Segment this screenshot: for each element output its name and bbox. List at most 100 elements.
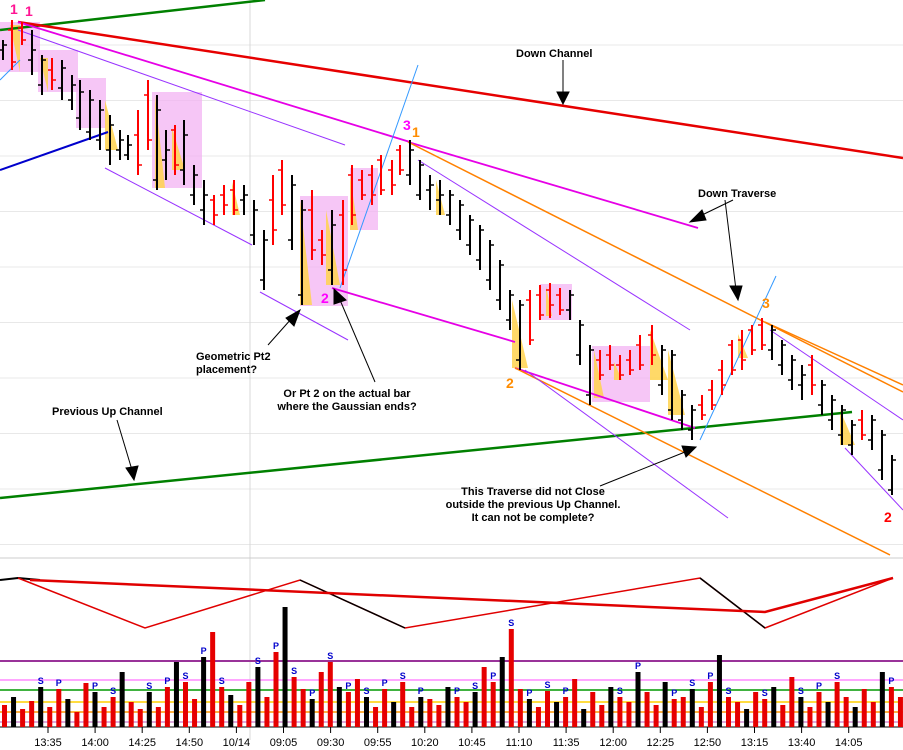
volume-bar: [327, 662, 333, 727]
ohlc-bar: [718, 360, 726, 395]
ohlc-bar: [348, 165, 356, 225]
blue-channel-line: [0, 131, 109, 171]
volume-bar: [726, 697, 731, 727]
volume-marker: P: [164, 676, 170, 686]
volume-marker: S: [725, 686, 731, 696]
volume-bar: [210, 632, 216, 727]
x-tick-label: 10:45: [458, 737, 486, 749]
point-label-orange-3: 3: [762, 295, 770, 311]
ohlc-bar: [368, 165, 376, 205]
blue-thin-line: [339, 64, 419, 289]
down-channel-line: [17, 20, 903, 160]
volume-bar: [427, 699, 433, 727]
volume-bar: [545, 691, 550, 727]
ohlc-bar: [878, 430, 886, 480]
volume-bar: [436, 705, 442, 727]
volume-bar: [508, 629, 514, 727]
thin-channel-line: [259, 291, 349, 341]
volume-marker: P: [382, 678, 388, 688]
volume-bar: [219, 687, 225, 727]
x-tick-label: 09:30: [317, 737, 345, 749]
ohlc-bar: [838, 405, 846, 445]
previous-up-channel-line: [0, 410, 853, 500]
gaussian-fills: [10, 25, 855, 445]
volume-bar: [173, 662, 179, 727]
ohlc-bar: [486, 240, 494, 290]
volume-bar: [599, 705, 605, 727]
volume-bar: [155, 707, 161, 727]
ohlc-bar: [616, 355, 624, 380]
ohlc-bar: [116, 130, 124, 160]
volume-bar: [608, 687, 614, 727]
x-tick-label: 14:50: [176, 737, 204, 749]
ohlc-bar: [476, 225, 484, 270]
x-tick-label: 14:25: [128, 737, 156, 749]
point-label-magenta-2: 2: [321, 290, 329, 306]
geometric-pt2-label: Geometric Pt2 placement?: [196, 351, 271, 376]
volume-bar: [418, 697, 424, 727]
volume-bar: [861, 689, 867, 727]
volume-bar: [517, 689, 523, 727]
volume-bar: [20, 709, 26, 727]
ohlc-bar: [648, 325, 656, 365]
orange-line: [407, 141, 903, 393]
ohlc-bar: [76, 80, 84, 130]
ohlc-bar: [466, 215, 474, 255]
volume-marker: S: [617, 686, 623, 696]
ohlc-bar: [416, 160, 424, 200]
ohlc-bar: [8, 20, 16, 70]
volume-bar: [2, 705, 7, 727]
volume-marker: S: [363, 686, 369, 696]
ohlc-bar: [506, 290, 514, 330]
volume-bar: [445, 687, 451, 727]
volume-marker: S: [472, 681, 478, 691]
volume-bar: [110, 697, 116, 727]
traverse-line: [407, 141, 699, 229]
ohlc-bar: [888, 455, 896, 495]
volume-marker: S: [182, 671, 188, 681]
point-label-magenta-3: 3: [403, 117, 411, 133]
volume-bar: [735, 702, 741, 727]
ohlc-bar: [144, 80, 152, 150]
ohlc-bar: [153, 95, 161, 190]
ohlc-bar: [58, 60, 66, 100]
volume-bar: [816, 692, 822, 727]
x-tick-label: 10:20: [411, 737, 439, 749]
ohlc-bar: [456, 200, 464, 240]
trend-lines: [0, 0, 903, 556]
ohlc-bar: [388, 160, 396, 195]
volume-marker: S: [508, 618, 514, 628]
volume-bar: [83, 683, 89, 727]
volume-marker: P: [418, 686, 424, 696]
volume-bar: [716, 655, 722, 727]
ohlc-bar: [288, 175, 296, 250]
ohlc-bar: [358, 170, 366, 200]
ohlc-bar: [688, 405, 696, 440]
ohlc-bar: [28, 30, 36, 75]
volume-bar: [128, 702, 134, 727]
ohlc-bar: [48, 58, 56, 90]
annotation-arrows: [116, 60, 743, 487]
indicator-lines: [0, 576, 903, 728]
volume-bar: [101, 707, 107, 727]
ohlc-bar: [0, 40, 7, 60]
ohlc-bar: [526, 290, 534, 345]
thin-channel-line: [524, 369, 729, 519]
volume-bar: [74, 712, 80, 727]
ohlc-bar: [200, 180, 208, 225]
volume-bar: [336, 687, 342, 727]
ohlc-bar: [190, 165, 198, 205]
ohlc-bar: [162, 130, 170, 180]
ohlc-bar: [171, 125, 179, 175]
volume-marker: P: [273, 641, 279, 651]
ohlc-bar: [738, 330, 746, 370]
x-tick-label: 11:10: [506, 737, 533, 749]
x-tick-label: 12:00: [599, 737, 627, 749]
ohlc-bar: [678, 390, 686, 430]
ohlc-bar: [124, 135, 132, 160]
ohlc-bar: [536, 285, 544, 320]
volume-bar: [572, 679, 578, 727]
ohlc-bar: [210, 195, 218, 225]
ohlc-bar: [406, 140, 414, 185]
volume-marker: P: [309, 688, 315, 698]
